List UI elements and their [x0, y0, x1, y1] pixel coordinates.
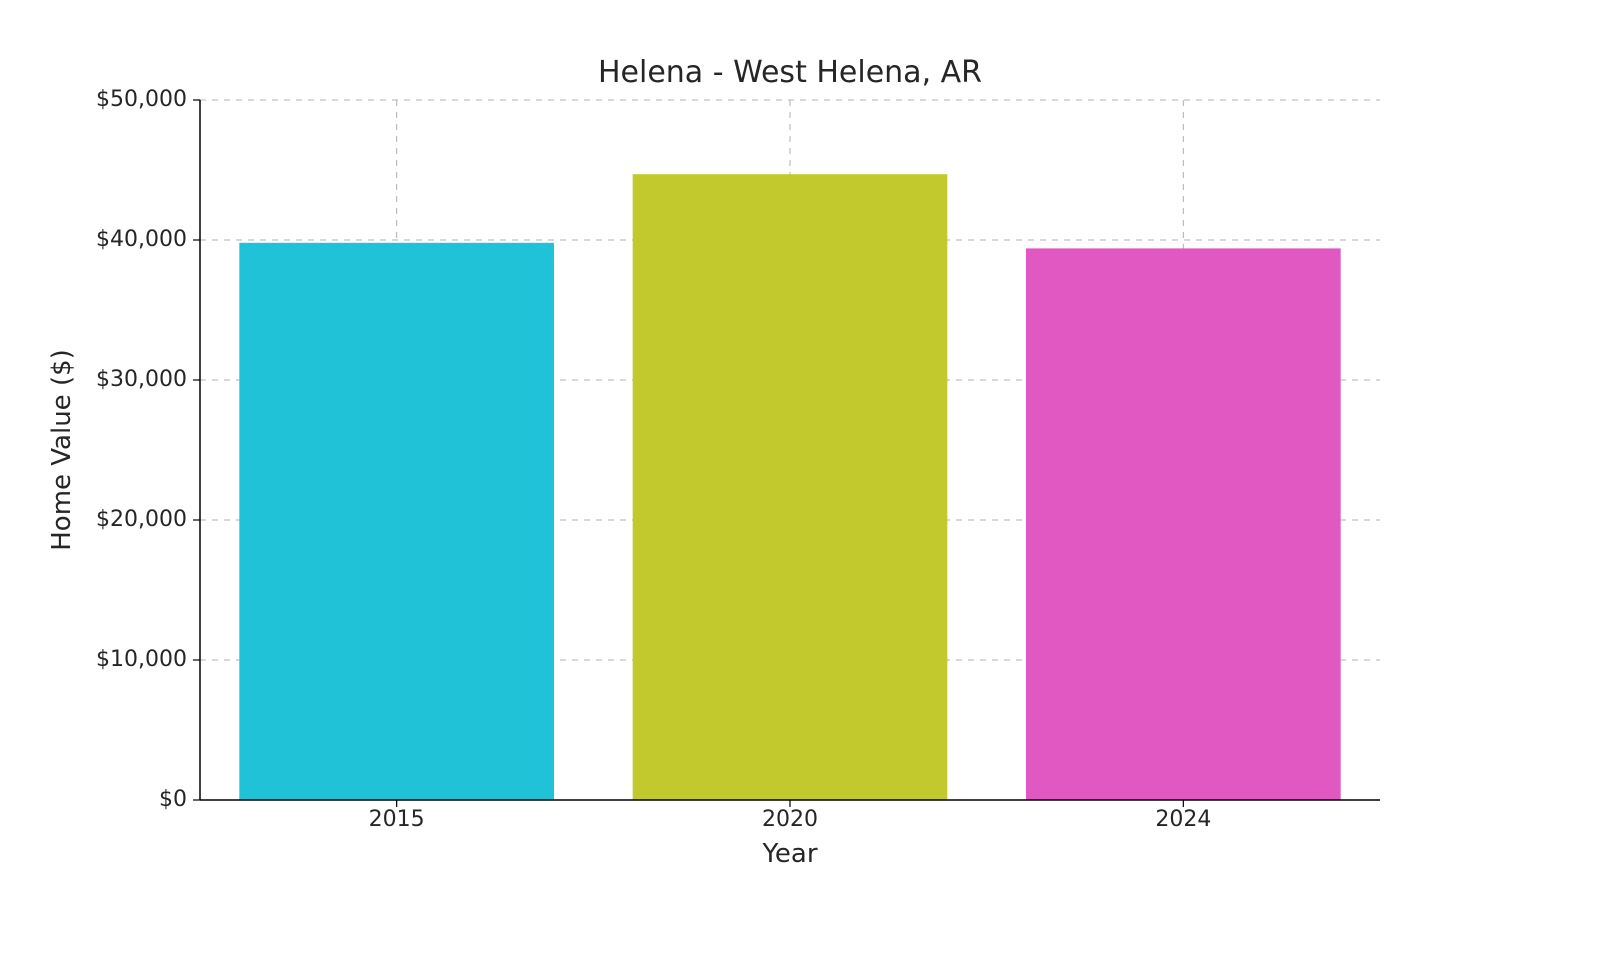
bar-chart-svg: $0 $10,000 $20,000 $30,000 $40,000 $50,000 201… [0, 0, 1600, 960]
x-axis-label: Year [761, 839, 817, 869]
bars [239, 174, 1340, 800]
y-axis-label: Home Value ($) [47, 349, 77, 551]
bar [239, 243, 554, 800]
y-tick-label: $50,000 [96, 87, 187, 112]
y-tick-label: $0 [159, 787, 187, 812]
y-tick-label: $10,000 [96, 647, 187, 672]
y-tick-label: $40,000 [96, 227, 187, 252]
x-tick-label: 2024 [1155, 807, 1211, 832]
y-tick-label: $30,000 [96, 367, 187, 392]
y-tick-label: $20,000 [96, 507, 187, 532]
chart-title: Helena - West Helena, AR [598, 55, 982, 90]
x-tick-label: 2020 [762, 807, 818, 832]
bar [1026, 248, 1341, 800]
chart-container: $0 $10,000 $20,000 $30,000 $40,000 $50,000 201… [0, 0, 1600, 960]
bar [633, 174, 948, 800]
x-tick-label: 2015 [369, 807, 425, 832]
